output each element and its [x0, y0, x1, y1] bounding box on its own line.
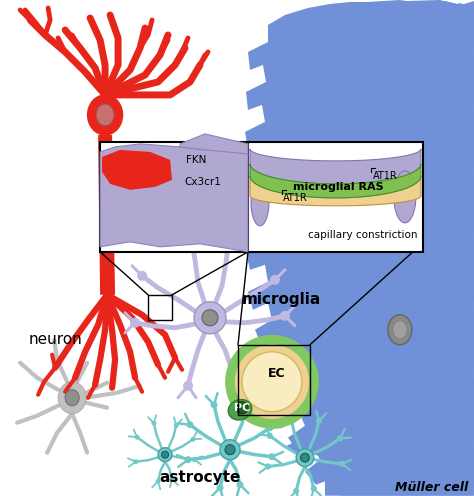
Circle shape	[170, 477, 174, 482]
Circle shape	[265, 463, 271, 470]
Polygon shape	[275, 277, 325, 297]
Circle shape	[220, 439, 240, 460]
Circle shape	[187, 421, 193, 428]
Circle shape	[162, 451, 169, 458]
Polygon shape	[325, 0, 474, 496]
Polygon shape	[250, 164, 421, 198]
Text: capillary constriction: capillary constriction	[308, 230, 418, 240]
Circle shape	[191, 437, 195, 442]
Circle shape	[137, 271, 147, 281]
Bar	[100, 142, 248, 252]
Ellipse shape	[393, 321, 407, 339]
Circle shape	[192, 457, 197, 462]
Circle shape	[210, 401, 218, 408]
Bar	[148, 295, 172, 320]
Circle shape	[280, 311, 290, 321]
Bar	[248, 142, 423, 252]
Polygon shape	[355, 2, 474, 492]
Polygon shape	[245, 0, 474, 496]
Circle shape	[293, 488, 299, 494]
Ellipse shape	[65, 390, 79, 406]
Text: Müller cell: Müller cell	[394, 481, 468, 494]
Polygon shape	[98, 135, 115, 295]
Ellipse shape	[251, 178, 269, 226]
Polygon shape	[275, 77, 325, 97]
Circle shape	[174, 423, 179, 428]
Circle shape	[296, 449, 314, 466]
Text: Cx3cr1: Cx3cr1	[184, 177, 221, 187]
Circle shape	[316, 418, 322, 424]
Circle shape	[133, 459, 138, 464]
Circle shape	[267, 433, 273, 439]
Circle shape	[266, 424, 273, 431]
Circle shape	[217, 484, 224, 491]
Polygon shape	[102, 150, 172, 190]
Text: FKN: FKN	[186, 155, 206, 165]
Polygon shape	[250, 149, 421, 184]
Circle shape	[223, 241, 233, 251]
Ellipse shape	[96, 104, 114, 126]
Circle shape	[194, 302, 226, 334]
Text: microglial RAS: microglial RAS	[292, 182, 383, 192]
Text: astrocyte: astrocyte	[159, 470, 241, 485]
Text: AT1R: AT1R	[373, 171, 398, 181]
Circle shape	[225, 445, 235, 455]
Circle shape	[183, 381, 193, 391]
Polygon shape	[277, 317, 325, 337]
Ellipse shape	[58, 382, 86, 414]
Circle shape	[187, 238, 197, 248]
Ellipse shape	[88, 95, 123, 135]
Circle shape	[151, 421, 156, 426]
Circle shape	[135, 435, 139, 439]
Polygon shape	[285, 37, 325, 57]
Ellipse shape	[388, 178, 416, 212]
Text: EC: EC	[268, 367, 286, 380]
Polygon shape	[180, 134, 248, 154]
Circle shape	[288, 415, 294, 421]
Text: AT1R: AT1R	[283, 193, 308, 203]
Polygon shape	[273, 357, 325, 377]
Circle shape	[130, 318, 140, 328]
Polygon shape	[273, 157, 325, 177]
Circle shape	[202, 310, 218, 326]
Text: PC: PC	[234, 403, 250, 413]
Bar	[238, 345, 310, 415]
Polygon shape	[270, 237, 325, 257]
Ellipse shape	[394, 171, 416, 223]
Text: microglia: microglia	[242, 292, 321, 308]
Circle shape	[158, 448, 172, 462]
Circle shape	[230, 340, 314, 424]
Circle shape	[337, 435, 343, 441]
Polygon shape	[285, 436, 325, 457]
Ellipse shape	[228, 399, 252, 420]
Polygon shape	[280, 117, 325, 137]
Circle shape	[242, 352, 302, 412]
Text: neuron: neuron	[28, 332, 82, 347]
Polygon shape	[277, 397, 325, 417]
Ellipse shape	[388, 315, 412, 345]
Circle shape	[270, 275, 280, 285]
Polygon shape	[250, 176, 421, 206]
Circle shape	[339, 461, 345, 467]
Circle shape	[233, 381, 243, 391]
Circle shape	[184, 456, 191, 463]
Circle shape	[243, 404, 249, 411]
Circle shape	[310, 486, 317, 492]
Circle shape	[236, 402, 248, 414]
Circle shape	[301, 453, 310, 462]
Polygon shape	[277, 197, 325, 217]
Circle shape	[268, 453, 275, 460]
Circle shape	[237, 481, 244, 488]
Circle shape	[155, 479, 161, 484]
Ellipse shape	[394, 185, 410, 205]
Polygon shape	[100, 144, 248, 252]
